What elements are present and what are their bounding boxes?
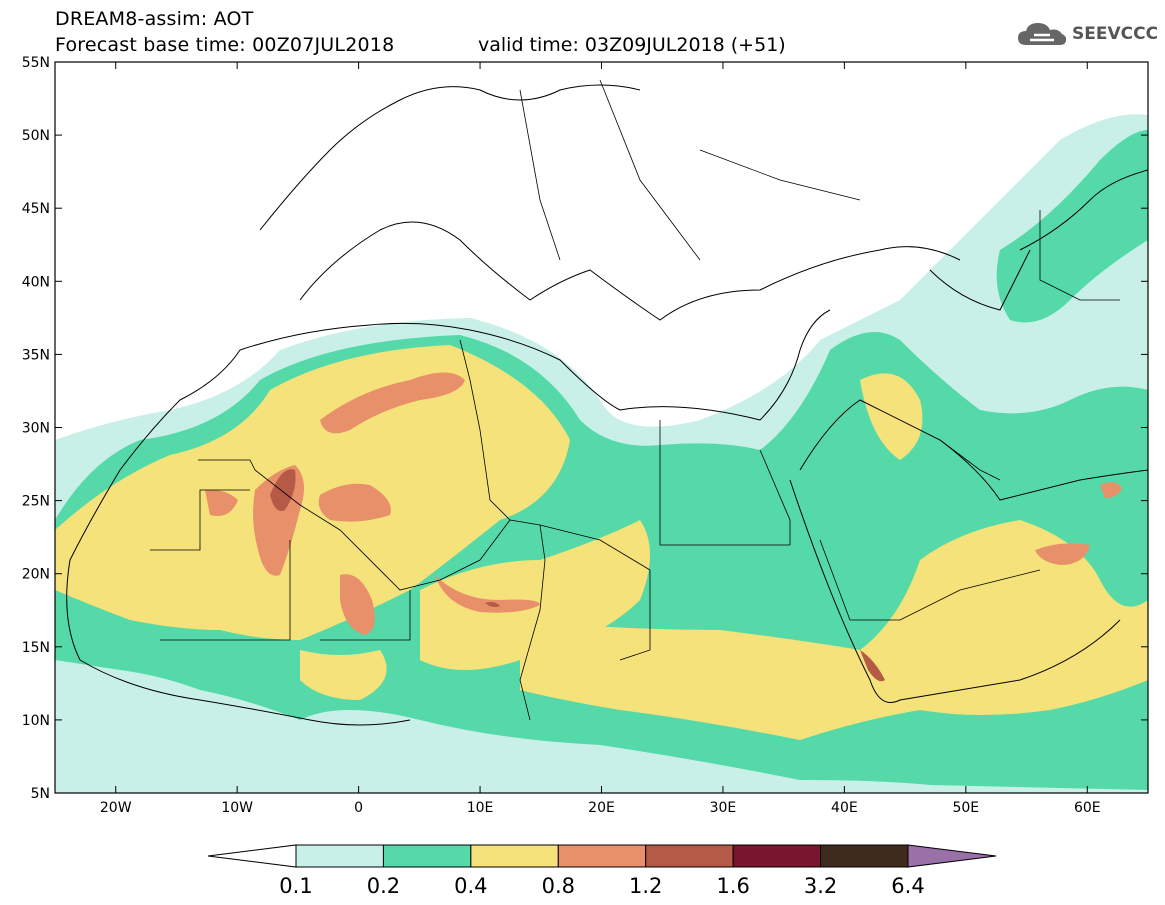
colorbar-label: 0.8 [542,874,575,898]
lon-label: 30E [710,800,737,816]
lat-label: 45N [22,201,50,217]
longitude-labels: 20W 10W 0 10E 20E 30E 40E 50E 60E [100,800,1101,816]
colorbar: 0.1 0.2 0.4 0.8 1.2 1.6 3.2 6.4 [207,844,997,898]
axis-ticks [55,61,1148,794]
country-borders [150,79,1120,721]
lat-label: 55N [22,55,50,71]
colorbar-swatch [557,844,647,868]
lon-label: 10W [221,800,253,816]
chart-title: DREAM8-assim: AOT [55,8,254,30]
colorbar-label: 0.2 [367,874,400,898]
colorbar-over-triangle [907,844,997,868]
lat-label: 5N [31,786,50,802]
lon-label: 40E [831,800,858,816]
lat-label: 10N [22,713,50,729]
lon-label: 10E [467,800,494,816]
aot-field [55,62,1148,793]
colorbar-swatch [295,844,384,868]
lat-label: 50N [22,128,50,144]
colorbar-label: 6.4 [891,874,924,898]
aot-1.2-1.6-band [270,469,885,682]
colorbar-label: 3.2 [804,874,837,898]
lat-label: 30N [22,421,50,437]
logo-text: SEEVCCC [1072,24,1159,44]
colorbar-label: 1.6 [716,874,749,898]
coastlines [66,84,1148,726]
forecast-base-time: Forecast base time: 00Z07JUL2018 [55,34,395,56]
cloud-icon [1018,23,1067,45]
colorbar-swatch [645,844,734,868]
lat-label: 25N [22,494,50,510]
colorbar-swatch [382,844,472,868]
lat-label: 35N [22,347,50,363]
lon-label: 20E [588,800,615,816]
lon-label: 50E [952,800,979,816]
colorbar-swatch [732,844,822,868]
latitude-labels: 5N 10N 15N 20N 25N 30N 35N 40N 45N 50N 55N [22,55,50,802]
lon-label: 60E [1074,800,1101,816]
lat-label: 40N [22,274,50,290]
lon-label: 0 [354,800,363,816]
lat-label: 15N [22,640,50,656]
colorbar-swatch [820,844,909,868]
colorbar-label: 0.4 [454,874,487,898]
colorbar-label: 1.2 [629,874,662,898]
lat-label: 20N [22,567,50,583]
colorbar-under-triangle [207,844,297,868]
lon-label: 20W [100,800,132,816]
colorbar-swatch [470,844,559,868]
seevccc-logo: SEEVCCC [1016,20,1158,48]
colorbar-label: 0.1 [279,874,312,898]
valid-time: valid time: 03Z09JUL2018 (+51) [478,34,786,56]
